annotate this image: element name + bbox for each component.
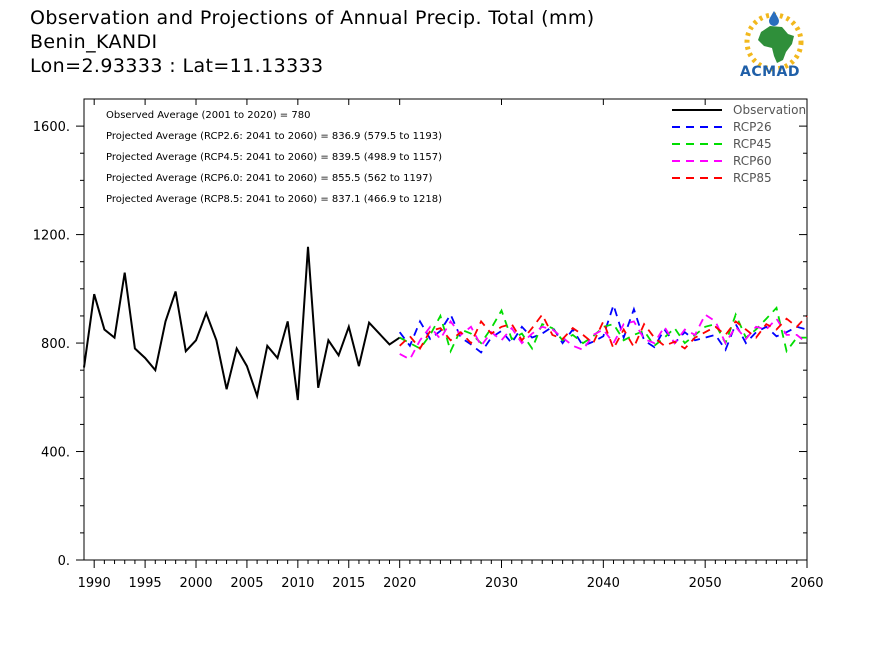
x-tick-label: 1990 [78,576,111,591]
annotation-text: Projected Average (RCP4.5: 2041 to 2060)… [106,152,442,163]
y-tick-label: 0. [58,554,70,569]
africa-map-icon [758,26,794,63]
y-tick-label: 1200. [33,229,70,244]
series-line-rcp60 [399,313,808,361]
x-tick-label: 2010 [281,576,314,591]
series-line-rcp85 [399,312,808,351]
y-tick-label: 400. [41,446,70,461]
x-tick-label: 1995 [129,576,162,591]
plot-frame [83,98,808,561]
annotation-text: Projected Average (RCP8.5: 2041 to 2060)… [106,194,442,205]
acmad-logo [744,11,804,72]
location-name: Benin_KANDI [30,31,158,53]
legend-label-rcp85: RCP85 [733,171,772,185]
legend-label-rcp45: RCP45 [733,137,772,151]
series-line-observation [83,246,401,401]
annotation-text: Observed Average (2001 to 2020) = 780 [106,110,310,121]
x-tick-label: 2020 [383,576,416,591]
chart-title: Observation and Projections of Annual Pr… [30,7,595,29]
annotation-text: Projected Average (RCP6.0: 2041 to 2060)… [106,173,433,184]
x-tick-label: 2050 [689,576,722,591]
legend-label-rcp26: RCP26 [733,120,772,134]
x-tick-label: 2060 [790,576,823,591]
x-tick-label: 2040 [587,576,620,591]
chart-header: Observation and Projections of Annual Pr… [30,6,595,78]
x-tick-label: 2015 [332,576,365,591]
legend-label-observation: Observation [733,103,806,117]
x-tick-label: 2030 [485,576,518,591]
y-tick-label: 800. [41,337,70,352]
acmad-logo-text: ACMAD [740,64,800,80]
water-drop-icon [769,11,779,26]
x-tick-label: 2005 [230,576,263,591]
x-tick-label: 2000 [179,576,212,591]
location-coords: Lon=2.93333 : Lat=11.13333 [30,55,324,77]
legend-label-rcp60: RCP60 [733,154,772,168]
y-tick-label: 1600. [33,120,70,135]
series-line-rcp45 [399,305,807,354]
annotation-text: Projected Average (RCP2.6: 2041 to 2060)… [106,131,442,142]
